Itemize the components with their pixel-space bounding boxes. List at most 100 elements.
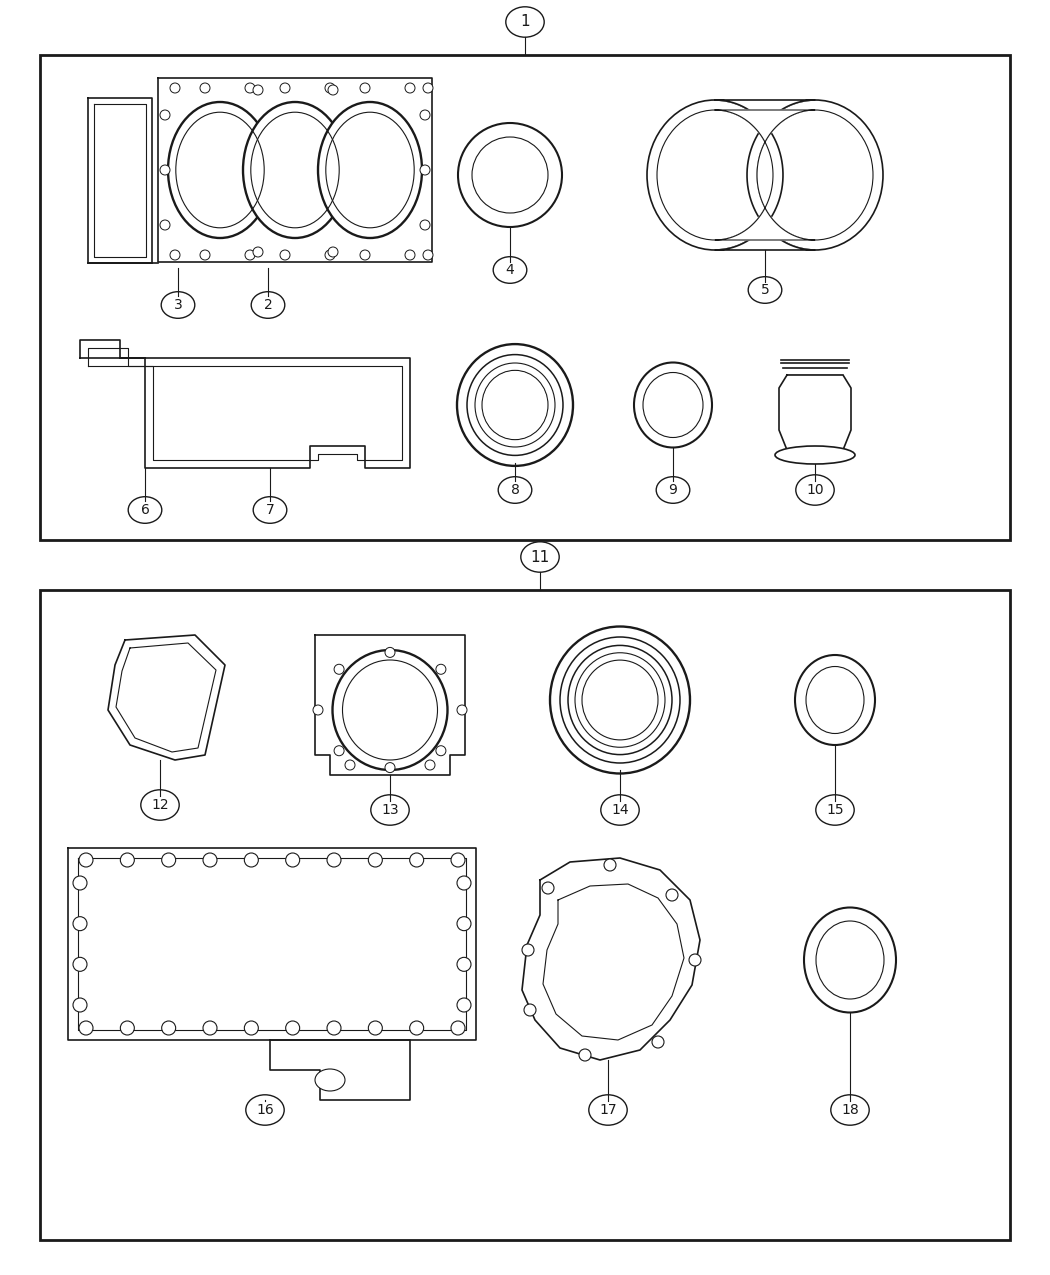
Text: 1: 1: [520, 14, 530, 29]
Text: 18: 18: [841, 1103, 859, 1117]
Circle shape: [326, 83, 335, 93]
Polygon shape: [543, 884, 684, 1040]
Circle shape: [200, 250, 210, 260]
Circle shape: [280, 250, 290, 260]
Text: 11: 11: [530, 550, 549, 565]
Circle shape: [121, 853, 134, 867]
Text: 14: 14: [611, 803, 629, 817]
Circle shape: [385, 648, 395, 658]
Bar: [40, 590, 1010, 1241]
Ellipse shape: [806, 667, 864, 733]
Circle shape: [666, 889, 678, 901]
Text: 16: 16: [256, 1103, 274, 1117]
Text: 4: 4: [506, 263, 514, 277]
Ellipse shape: [757, 110, 873, 240]
Circle shape: [405, 250, 415, 260]
Circle shape: [345, 760, 355, 770]
Circle shape: [423, 83, 433, 93]
Circle shape: [160, 164, 170, 175]
Circle shape: [327, 853, 341, 867]
Polygon shape: [315, 635, 465, 775]
Ellipse shape: [747, 99, 883, 250]
Circle shape: [79, 1021, 93, 1035]
Circle shape: [542, 882, 554, 894]
Ellipse shape: [318, 102, 422, 238]
Circle shape: [579, 1049, 591, 1061]
Circle shape: [604, 859, 616, 871]
Circle shape: [452, 853, 465, 867]
Circle shape: [457, 876, 471, 890]
Circle shape: [162, 853, 175, 867]
Circle shape: [74, 958, 87, 972]
Circle shape: [79, 853, 93, 867]
Circle shape: [457, 958, 471, 972]
Circle shape: [689, 954, 701, 966]
Circle shape: [245, 250, 255, 260]
Circle shape: [423, 250, 433, 260]
Text: 17: 17: [600, 1103, 616, 1117]
Circle shape: [652, 1037, 664, 1048]
Circle shape: [420, 164, 430, 175]
Polygon shape: [108, 635, 225, 760]
Circle shape: [162, 1021, 175, 1035]
Ellipse shape: [657, 110, 773, 240]
Text: 12: 12: [151, 798, 169, 812]
Circle shape: [160, 110, 170, 120]
Circle shape: [253, 247, 262, 258]
Ellipse shape: [315, 1068, 345, 1091]
Circle shape: [203, 853, 217, 867]
Circle shape: [457, 998, 471, 1012]
Text: 6: 6: [141, 504, 149, 516]
Circle shape: [436, 664, 446, 674]
Circle shape: [74, 876, 87, 890]
Circle shape: [360, 250, 370, 260]
Circle shape: [245, 853, 258, 867]
Ellipse shape: [483, 371, 547, 439]
Circle shape: [452, 1021, 465, 1035]
Circle shape: [160, 221, 170, 230]
Text: 15: 15: [826, 803, 844, 817]
Circle shape: [385, 762, 395, 773]
Circle shape: [203, 1021, 217, 1035]
Circle shape: [369, 853, 382, 867]
Text: 5: 5: [760, 283, 770, 297]
Circle shape: [245, 1021, 258, 1035]
Ellipse shape: [584, 662, 656, 738]
Circle shape: [522, 944, 534, 956]
Circle shape: [280, 83, 290, 93]
Text: 13: 13: [381, 803, 399, 817]
Ellipse shape: [804, 908, 896, 1012]
Circle shape: [457, 705, 467, 715]
Polygon shape: [779, 375, 851, 450]
Ellipse shape: [647, 99, 783, 250]
Circle shape: [328, 247, 338, 258]
Bar: [40, 55, 1010, 541]
Polygon shape: [522, 858, 700, 1060]
Circle shape: [74, 917, 87, 931]
Circle shape: [326, 250, 335, 260]
Text: 9: 9: [669, 483, 677, 497]
Circle shape: [360, 83, 370, 93]
Circle shape: [121, 1021, 134, 1035]
Circle shape: [286, 1021, 299, 1035]
Text: 7: 7: [266, 504, 274, 516]
Circle shape: [420, 221, 430, 230]
Circle shape: [286, 853, 299, 867]
Polygon shape: [80, 340, 410, 468]
Circle shape: [420, 110, 430, 120]
Circle shape: [425, 760, 435, 770]
Circle shape: [74, 998, 87, 1012]
Text: 3: 3: [173, 298, 183, 312]
Ellipse shape: [243, 102, 346, 238]
Circle shape: [245, 83, 255, 93]
Bar: [715, 156, 815, 195]
Circle shape: [436, 746, 446, 756]
Circle shape: [410, 853, 423, 867]
Ellipse shape: [795, 655, 875, 745]
Circle shape: [369, 1021, 382, 1035]
Circle shape: [334, 664, 344, 674]
Circle shape: [327, 1021, 341, 1035]
Ellipse shape: [816, 921, 884, 1000]
Polygon shape: [715, 99, 815, 250]
Text: 8: 8: [510, 483, 520, 497]
